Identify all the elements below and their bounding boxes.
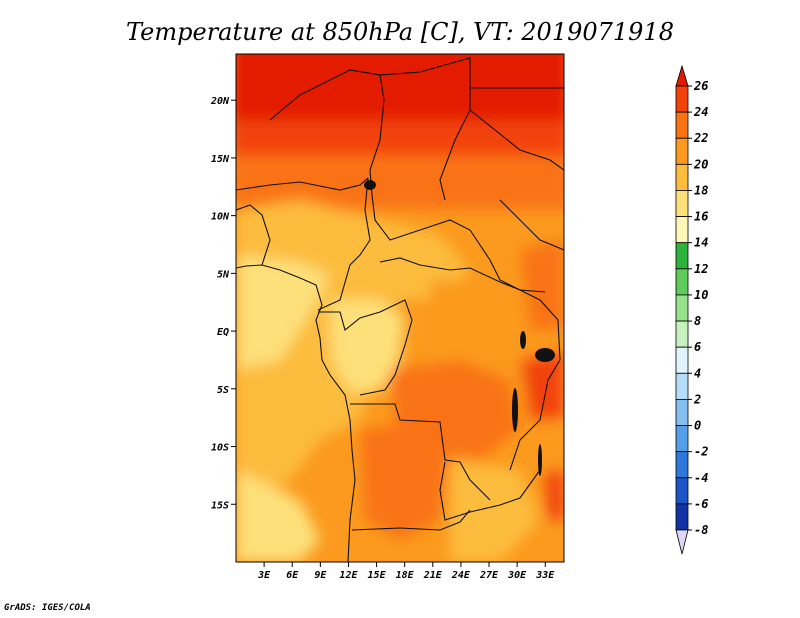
patch-20-22-eastafrica <box>520 240 564 330</box>
lake-malawi <box>538 444 542 476</box>
colorbar-tick-label: 10 <box>694 288 708 302</box>
colorbar-tick-label: -6 <box>694 497 708 511</box>
colorbar-segment <box>675 477 689 505</box>
colorbar-segment <box>675 294 689 322</box>
colorbar-tick-label: 2 <box>693 392 701 406</box>
lon-tick-label: 33E <box>535 570 555 581</box>
colorbar-tick-label: 16 <box>694 210 708 224</box>
lat-tick-label: 15S <box>211 500 229 511</box>
border-libya-egypt <box>349 57 471 201</box>
colorbar-segment <box>675 190 689 217</box>
colorbar-tick-label: 18 <box>694 183 708 197</box>
lon-tick-label: 12E <box>339 570 358 581</box>
lat-tick-label: 15N <box>211 154 230 165</box>
colorbar-segment <box>675 346 689 374</box>
lake-albert <box>520 331 526 349</box>
patch-14-16-southwest <box>236 470 320 562</box>
border-congo <box>318 299 413 396</box>
map-axes: 20N 15N 10N 5N EQ 5S 10S 15S 3E 6E 9E 12E 15E 18E 21E 2… <box>210 96 555 581</box>
lon-tick-label: 24E <box>451 570 471 581</box>
lat-tick-label: 20N <box>210 96 230 107</box>
colorbar-tick-label: -8 <box>694 523 708 537</box>
border-west-gulf <box>236 204 271 266</box>
map-frame <box>235 53 565 563</box>
patch-22-24-lakes <box>520 350 564 420</box>
lon-tick-label: 3E <box>257 570 271 581</box>
border-sudan <box>469 87 564 171</box>
colorbar-tick-label: -4 <box>694 471 708 485</box>
lon-tick-label: 18E <box>396 570 415 581</box>
patch-14-16-gulf <box>236 255 330 370</box>
lake-chad <box>364 180 376 190</box>
colorbar-segment <box>675 85 689 113</box>
border-cameroon <box>317 177 371 311</box>
colorbar-tick-label: 24 <box>693 105 708 119</box>
border-chad-car <box>371 194 521 291</box>
coastline <box>236 264 356 562</box>
colorbar-segment <box>675 320 689 348</box>
lakes <box>364 180 555 476</box>
border-niger-nigeria <box>236 177 369 191</box>
lon-tick-label: 15E <box>368 570 387 581</box>
lon-tick-label: 9E <box>314 570 327 581</box>
country-borders <box>236 57 564 562</box>
lat-tick-label: EQ <box>217 327 229 338</box>
colorbar-bottom-arrow <box>675 529 689 555</box>
border-east-africa <box>509 289 561 471</box>
border-zambia <box>439 461 541 521</box>
border-car-drc <box>379 257 546 293</box>
border-ethiopia <box>499 199 564 251</box>
colorbar-tick-label: 6 <box>694 340 701 354</box>
colorbar-tick-label: 4 <box>694 366 701 380</box>
colorbar-tick-label: -2 <box>694 445 708 459</box>
lake-victoria <box>535 348 555 362</box>
colorbar-segment <box>675 451 689 479</box>
grads-credit: GrADS: IGES/COLA <box>4 603 91 613</box>
border-drc-angola <box>350 403 491 501</box>
lat-tick-label: 5N <box>217 269 230 280</box>
colorbar-tick-label: 14 <box>694 236 708 250</box>
lon-tick-label: 21E <box>423 570 443 581</box>
border-angola-namibia <box>351 509 471 531</box>
colorbar-segment <box>675 163 689 191</box>
band-20-22 <box>236 155 564 210</box>
colorbar-segment <box>675 268 689 296</box>
patch-20-22-angola <box>360 420 450 540</box>
colorbar-tick-label: 0 <box>694 419 701 433</box>
colorbar-segment <box>675 242 689 270</box>
colorbar-tick-label: 20 <box>693 157 708 171</box>
lat-tick-label: 5S <box>217 385 229 396</box>
colorbar-tick-label: 26 <box>693 79 708 93</box>
lat-tick-label: 10S <box>211 443 229 454</box>
colorbar-segment <box>675 399 689 426</box>
colorbar-segment <box>675 137 689 165</box>
colorbar-segment <box>675 216 689 244</box>
colorbar-tick-label: 8 <box>694 314 701 328</box>
colorbar-top-arrow <box>675 64 689 87</box>
patch-18-20-south <box>450 460 540 562</box>
temperature-map <box>236 54 564 562</box>
lon-tick-label: 30E <box>507 570 527 581</box>
chart-title: Temperature at 850hPa [C], VT: 201907191… <box>126 18 674 46</box>
lat-tick-label: 10N <box>211 212 230 223</box>
colorbar-tick-label: 22 <box>693 131 708 145</box>
lake-tanganyika <box>512 388 518 432</box>
patch-14-16-gabon <box>330 300 405 392</box>
colorbar-segment <box>675 503 689 531</box>
lon-tick-label: 6E <box>286 570 299 581</box>
colorbar-tick-label: 12 <box>694 262 708 276</box>
patch-22-24-lakes2 <box>545 470 564 520</box>
colorbar-segment <box>675 425 689 453</box>
colorbar-segment <box>675 372 689 400</box>
lon-tick-label: 27E <box>479 570 499 581</box>
temperature-fields <box>236 54 564 562</box>
colorbar-segment <box>675 111 689 139</box>
